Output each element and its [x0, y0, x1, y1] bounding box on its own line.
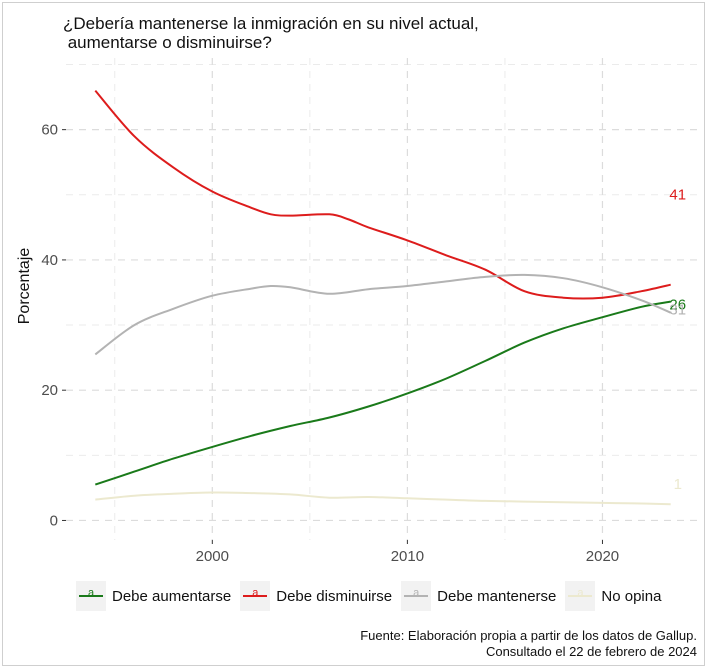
legend-key-debe-aumentarse: a	[76, 581, 106, 611]
x-tick-label: 2000	[196, 548, 229, 565]
legend-label: Debe aumentarse	[112, 587, 232, 605]
series-line-debe-aumentarse	[94, 300, 671, 486]
end-label-debe-aumentarse: 26	[669, 297, 686, 314]
chart-legend: a Debe aumentarse a Debe disminuirse a Debe m…	[76, 581, 670, 611]
legend-key-glyph: a	[87, 587, 95, 599]
legend-label: Debe disminuirse	[276, 587, 393, 605]
legend-label: Debe mantenerse	[437, 587, 557, 605]
legend-key-line	[243, 595, 268, 597]
chart-grid	[66, 58, 700, 540]
legend-key-debe-disminuirse: a	[240, 581, 271, 611]
x-tick-label: 2010	[391, 548, 424, 565]
caption-line-1: Fuente: Elaboración propia a partir de l…	[360, 628, 697, 643]
end-label-no-opina: 1	[674, 476, 682, 493]
title-line-1: ¿Debería mantenerse la inmigración en su…	[63, 14, 479, 33]
legend-item-no-opina: a No opina	[565, 581, 661, 611]
caption-line-2: Consultado el 22 de febrero de 2024	[485, 644, 697, 659]
legend-key-debe-mantenerse: a	[401, 581, 432, 611]
series-line-debe-disminuirse	[94, 89, 671, 300]
end-label-debe-disminuirse: 41	[669, 187, 686, 204]
legend-key-glyph: a	[577, 587, 584, 599]
series-line-no-opina	[95, 491, 671, 506]
legend-item-debe-aumentarse: a Debe aumentarse	[76, 581, 231, 611]
legend-key-line	[79, 595, 103, 597]
y-tick-label: 60	[41, 122, 58, 139]
y-axis-label: Porcentaje	[16, 248, 33, 325]
legend-label: No opina	[601, 587, 662, 605]
legend-key-line	[404, 595, 429, 597]
legend-key-no-opina: a	[565, 581, 596, 611]
y-tick-label: 20	[41, 382, 58, 399]
x-tick-label: 2020	[586, 548, 619, 565]
source-caption: Fuente: Elaboración propia a partir de l…	[360, 628, 697, 660]
line-chart: 0 20 40 60 2000 2010 2020 26 41 31 1 Porcentaje	[16, 58, 700, 565]
legend-key-glyph: a	[252, 587, 259, 599]
legend-item-debe-disminuirse: a Debe disminuirse	[240, 581, 392, 611]
title-line-2: aumentarse o disminuirse?	[63, 33, 272, 52]
legend-key-line	[568, 595, 593, 597]
series-line-debe-mantenerse	[94, 273, 672, 356]
legend-item-debe-mantenerse: a Debe mantenerse	[401, 581, 556, 611]
chart-axes: 0 20 40 60 2000 2010 2020	[41, 122, 619, 565]
chart-end-labels: 26 41 31 1	[669, 187, 686, 494]
chart-title: ¿Debería mantenerse la inmigración en su…	[63, 14, 479, 52]
chart-series	[94, 89, 672, 506]
legend-key-glyph: a	[413, 587, 420, 599]
y-tick-label: 0	[50, 512, 58, 529]
y-tick-label: 40	[41, 252, 58, 269]
end-label-debe-mantenerse: 31	[669, 302, 686, 319]
